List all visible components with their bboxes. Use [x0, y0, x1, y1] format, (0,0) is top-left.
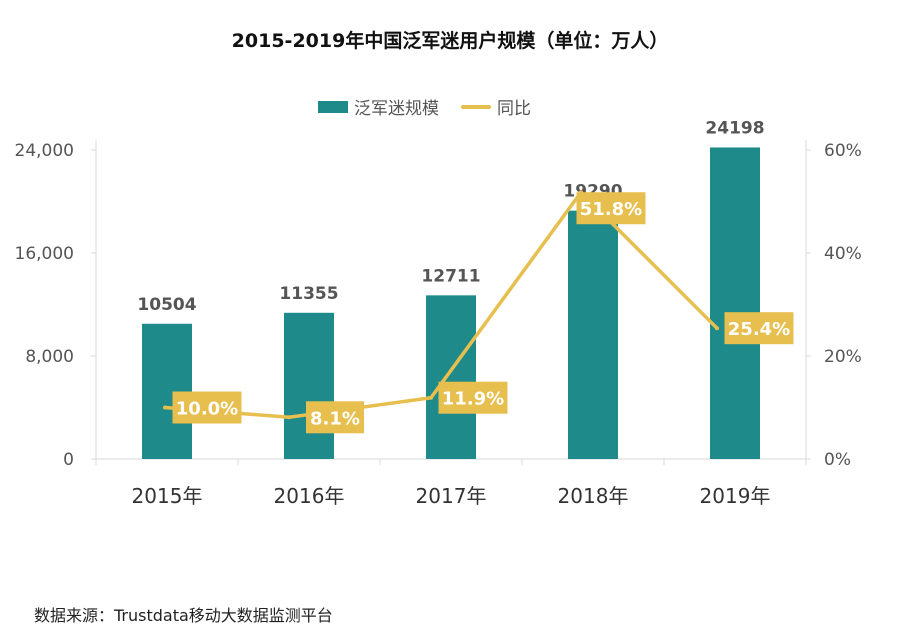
x-tick-label: 2017年 [416, 484, 487, 508]
legend-line-label: 同比 [497, 99, 531, 119]
bar [284, 312, 334, 459]
y-left-tick-label: 16,000 [15, 244, 74, 264]
yoy-point [429, 395, 433, 400]
bar [142, 323, 192, 459]
chart-title: 2015-2019年中国泛军迷用户规模（单位：万人） [231, 30, 669, 52]
yoy-value-label: 25.4% [728, 319, 790, 340]
y-right-tick-label: 0% [824, 450, 851, 470]
x-tick-label: 2015年 [132, 484, 203, 508]
yoy-label-box [724, 312, 794, 345]
yoy-value-label: 11.9% [442, 389, 504, 410]
legend-line-swatch [461, 104, 491, 109]
bar-value-label: 11355 [279, 284, 338, 304]
legend-item-line: 同比 [461, 94, 531, 119]
combo-chart: 0 8,000 16,000 24,000 0% 20% 40% 60% 10504 11355 1… [15, 118, 862, 508]
bar-value-label: 24198 [705, 118, 764, 138]
legend-bar-swatch [318, 100, 348, 113]
x-tick-label: 2019年 [700, 484, 771, 508]
yoy-point [715, 326, 719, 331]
yoy-label-box [576, 192, 646, 225]
yoy-label-box [438, 381, 508, 414]
x-tick-label: 2018年 [558, 484, 629, 508]
bar-value-label: 10504 [137, 295, 196, 315]
bar [710, 147, 760, 459]
bar [426, 295, 476, 459]
legend: 泛军迷规模 同比 [318, 94, 553, 119]
y-left-tick-label: 24,000 [15, 141, 74, 161]
source-note: 数据来源：Trustdata移动大数据监测平台 [34, 606, 333, 625]
y-right-tick-label: 60% [824, 141, 862, 161]
y-right-tick-label: 40% [824, 244, 862, 264]
yoy-value-label: 8.1% [310, 408, 360, 429]
bar [568, 210, 618, 459]
yoy-value-label: 51.8% [580, 199, 642, 220]
y-right-tick-label: 20% [824, 347, 862, 367]
yoy-value-label: 10.0% [176, 399, 238, 420]
x-tick-label: 2016年 [274, 484, 345, 508]
y-left-tick-label: 0 [63, 450, 74, 470]
legend-bar-label: 泛军迷规模 [354, 99, 439, 119]
y-left-tick-label: 8,000 [25, 347, 74, 367]
bar-value-label: 12711 [421, 266, 480, 286]
yoy-point [163, 405, 167, 410]
yoy-label-box [172, 391, 242, 424]
legend-item-bar: 泛军迷规模 [318, 94, 439, 119]
yoy-label-box [306, 401, 364, 434]
yoy-point [287, 415, 291, 420]
